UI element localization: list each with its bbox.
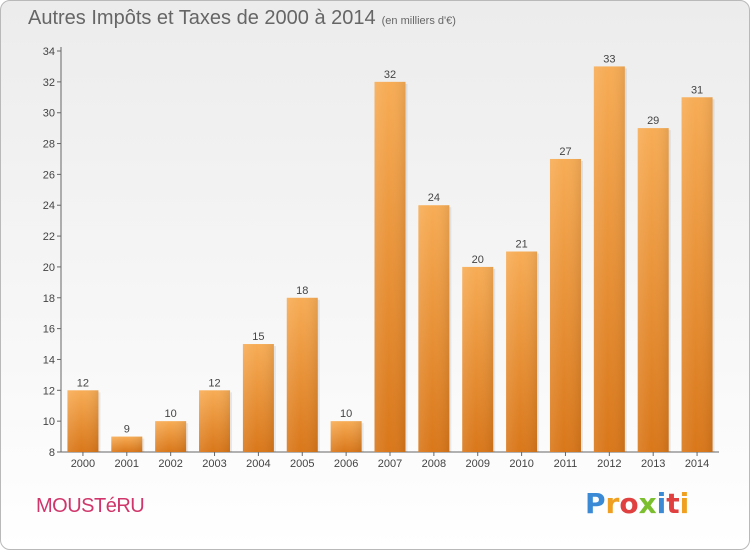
- logo-letter: i: [656, 487, 667, 520]
- bar-value-label: 21: [515, 239, 527, 251]
- x-tick-label: 2005: [290, 458, 314, 470]
- bar-shine: [374, 81, 406, 452]
- chart-title-text: Autres Impôts et Taxes de 2000 à 2014: [28, 7, 376, 29]
- bar-shine: [242, 344, 274, 452]
- x-tick-label: 2001: [115, 458, 139, 470]
- bar-shine: [593, 66, 625, 452]
- bar-shine: [462, 266, 494, 452]
- x-tick-label: 2010: [509, 458, 533, 470]
- y-tick-label: 12: [43, 385, 55, 397]
- y-tick-label: 8: [49, 447, 55, 459]
- x-tick-label: 2011: [554, 458, 578, 470]
- bar-value-label: 29: [647, 115, 659, 127]
- y-tick-label: 26: [43, 169, 55, 181]
- y-tick-label: 22: [43, 231, 55, 243]
- bar-shine: [549, 158, 581, 452]
- bar-shine: [506, 251, 538, 452]
- y-tick-label: 14: [43, 354, 55, 366]
- x-tick-label: 2014: [685, 458, 709, 470]
- y-tick-label: 34: [43, 46, 55, 58]
- bar-shine: [418, 205, 450, 452]
- bar-value-label: 27: [559, 146, 571, 158]
- commune-name: MOUSTéRU: [36, 495, 145, 517]
- x-tick-label: 2003: [202, 458, 226, 470]
- proxiti-logo[interactable]: Proxiti: [585, 487, 689, 520]
- x-tick-label: 2013: [641, 458, 665, 470]
- bar-value-label: 9: [124, 424, 130, 436]
- bar-value-label: 12: [77, 377, 89, 389]
- logo-letter: o: [619, 487, 639, 520]
- y-tick-label: 24: [43, 200, 55, 212]
- bar-shine: [681, 97, 713, 453]
- bar-shine: [330, 421, 362, 452]
- bar-shine: [286, 297, 318, 452]
- x-tick-label: 2012: [597, 458, 621, 470]
- label-layer: 12 9 10 12 15 18 10 32 24 20 21 27 33 29 31: [77, 53, 703, 435]
- bar-value-label: 10: [340, 408, 352, 420]
- logo-letter: t: [666, 487, 680, 520]
- bar-value-label: 20: [472, 254, 484, 266]
- bar-shine: [111, 436, 143, 452]
- y-tick-label: 18: [43, 293, 55, 305]
- bar-value-label: 32: [384, 69, 396, 81]
- bar-shine: [199, 390, 231, 452]
- y-tick-label: 10: [43, 416, 55, 428]
- bar-shine: [155, 421, 187, 452]
- y-tick-label: 30: [43, 108, 55, 120]
- bar-layer: [67, 66, 715, 453]
- x-tick-label: 2004: [246, 458, 270, 470]
- bar-value-label: 12: [208, 377, 220, 389]
- y-tick-label: 16: [43, 324, 55, 336]
- logo-letter: P: [585, 487, 606, 520]
- x-tick-label: 2000: [71, 458, 95, 470]
- bar-value-label: 24: [428, 192, 440, 204]
- chart-title: Autres Impôts et Taxes de 2000 à 2014 (en…: [28, 7, 456, 30]
- logo-letter: i: [679, 487, 690, 520]
- bar-shine: [67, 390, 99, 452]
- x-tick-label: 2006: [334, 458, 358, 470]
- bar-shine: [637, 128, 669, 452]
- bar-value-label: 33: [603, 53, 615, 65]
- x-tick-label: 2007: [378, 458, 402, 470]
- bar-value-label: 10: [165, 408, 177, 420]
- chart-unit-note: (en milliers d'€): [381, 15, 456, 27]
- logo-letter: x: [638, 487, 657, 520]
- x-tick-label: 2008: [422, 458, 446, 470]
- y-tick-label: 28: [43, 139, 55, 151]
- y-tick-label: 32: [43, 77, 55, 89]
- bar-value-label: 15: [252, 331, 264, 343]
- bar-value-label: 31: [691, 84, 703, 96]
- bar-value-label: 18: [296, 285, 308, 297]
- logo-letter: r: [605, 487, 620, 520]
- x-tick-label: 2009: [465, 458, 489, 470]
- x-tick-label: 2002: [158, 458, 182, 470]
- y-tick-label: 20: [43, 262, 55, 274]
